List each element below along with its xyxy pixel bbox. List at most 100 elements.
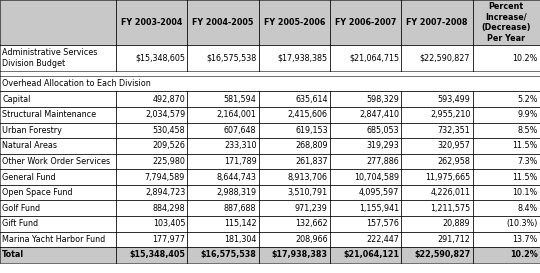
Text: 11.5%: 11.5% <box>512 173 538 182</box>
Bar <box>259 0 330 45</box>
Text: 8,913,706: 8,913,706 <box>288 173 328 182</box>
Text: 685,053: 685,053 <box>367 126 399 135</box>
Text: 11,975,665: 11,975,665 <box>425 173 470 182</box>
Text: 593,499: 593,499 <box>437 95 470 104</box>
Text: 181,304: 181,304 <box>224 235 256 244</box>
Bar <box>0 138 116 154</box>
Text: Natural Areas: Natural Areas <box>2 141 57 150</box>
Text: 13.7%: 13.7% <box>512 235 538 244</box>
Text: 581,594: 581,594 <box>224 95 256 104</box>
Text: 261,837: 261,837 <box>295 157 328 166</box>
Text: 8.5%: 8.5% <box>517 126 538 135</box>
Text: 4,095,597: 4,095,597 <box>359 188 399 197</box>
Text: $22,590,827: $22,590,827 <box>420 54 470 63</box>
Text: 208,966: 208,966 <box>295 235 328 244</box>
Bar <box>0 169 116 185</box>
Text: 2,415,606: 2,415,606 <box>288 110 328 119</box>
Bar <box>472 107 540 123</box>
Text: 8.4%: 8.4% <box>518 204 538 213</box>
Text: 8,644,743: 8,644,743 <box>217 173 256 182</box>
Text: $16,575,538: $16,575,538 <box>201 250 256 259</box>
Text: 2,034,579: 2,034,579 <box>145 110 185 119</box>
Bar <box>259 123 330 138</box>
Text: 222,447: 222,447 <box>366 235 399 244</box>
Bar <box>401 169 472 185</box>
Bar <box>0 107 116 123</box>
Bar <box>0 91 116 107</box>
Bar <box>259 138 330 154</box>
Text: 5.2%: 5.2% <box>517 95 538 104</box>
Text: 103,405: 103,405 <box>153 219 185 228</box>
Bar <box>259 232 330 247</box>
Text: $16,575,538: $16,575,538 <box>206 54 256 63</box>
Bar <box>116 45 187 71</box>
Bar <box>187 107 259 123</box>
Bar <box>472 45 540 71</box>
Bar <box>472 0 540 45</box>
Bar <box>401 0 472 45</box>
Text: 209,526: 209,526 <box>152 141 185 150</box>
Text: 10.1%: 10.1% <box>512 188 538 197</box>
Bar <box>330 216 401 232</box>
Text: 277,886: 277,886 <box>366 157 399 166</box>
Text: Golf Fund: Golf Fund <box>2 204 40 213</box>
Text: $21,064,715: $21,064,715 <box>349 54 399 63</box>
Text: 530,458: 530,458 <box>153 126 185 135</box>
Text: FY 2003-2004: FY 2003-2004 <box>121 18 183 27</box>
Bar <box>401 45 472 71</box>
Bar <box>0 154 116 169</box>
Bar <box>330 138 401 154</box>
Text: 2,847,410: 2,847,410 <box>359 110 399 119</box>
Bar <box>472 91 540 107</box>
Bar <box>0 45 116 71</box>
Text: 171,789: 171,789 <box>224 157 256 166</box>
Text: $22,590,827: $22,590,827 <box>414 250 470 259</box>
Text: 177,977: 177,977 <box>152 235 185 244</box>
Text: FY 2006-2007: FY 2006-2007 <box>335 18 396 27</box>
Text: Marina Yacht Harbor Fund: Marina Yacht Harbor Fund <box>2 235 105 244</box>
Bar <box>187 91 259 107</box>
Bar <box>187 45 259 71</box>
Bar <box>116 247 187 263</box>
Bar <box>401 185 472 200</box>
Text: 132,662: 132,662 <box>295 219 328 228</box>
Text: 262,958: 262,958 <box>437 157 470 166</box>
Text: 884,298: 884,298 <box>153 204 185 213</box>
Text: FY 2007-2008: FY 2007-2008 <box>406 18 468 27</box>
Text: Percent
Increase/
(Decrease)
Per Year: Percent Increase/ (Decrease) Per Year <box>482 2 531 43</box>
Bar <box>116 0 187 45</box>
Bar <box>187 0 259 45</box>
Text: 2,164,001: 2,164,001 <box>217 110 256 119</box>
Text: 887,688: 887,688 <box>224 204 256 213</box>
Bar <box>259 247 330 263</box>
Bar <box>187 247 259 263</box>
Bar <box>259 45 330 71</box>
Bar <box>472 216 540 232</box>
Bar <box>259 91 330 107</box>
Bar <box>0 0 116 45</box>
Text: Gift Fund: Gift Fund <box>2 219 38 228</box>
Bar <box>330 154 401 169</box>
Text: 9.9%: 9.9% <box>517 110 538 119</box>
Bar <box>259 216 330 232</box>
Bar <box>0 123 116 138</box>
Text: 320,957: 320,957 <box>437 141 470 150</box>
Bar <box>116 123 187 138</box>
Text: 1,155,941: 1,155,941 <box>359 204 399 213</box>
Text: (10.3%): (10.3%) <box>507 219 538 228</box>
Bar <box>116 154 187 169</box>
Text: 233,310: 233,310 <box>224 141 256 150</box>
Bar <box>187 169 259 185</box>
Bar <box>472 154 540 169</box>
Text: 635,614: 635,614 <box>295 95 328 104</box>
Bar <box>116 138 187 154</box>
Bar <box>0 76 540 91</box>
Text: Total: Total <box>2 250 24 259</box>
Bar <box>187 185 259 200</box>
Bar <box>116 216 187 232</box>
Bar <box>116 232 187 247</box>
Bar <box>259 107 330 123</box>
Bar <box>330 91 401 107</box>
Bar <box>330 169 401 185</box>
Bar <box>401 247 472 263</box>
